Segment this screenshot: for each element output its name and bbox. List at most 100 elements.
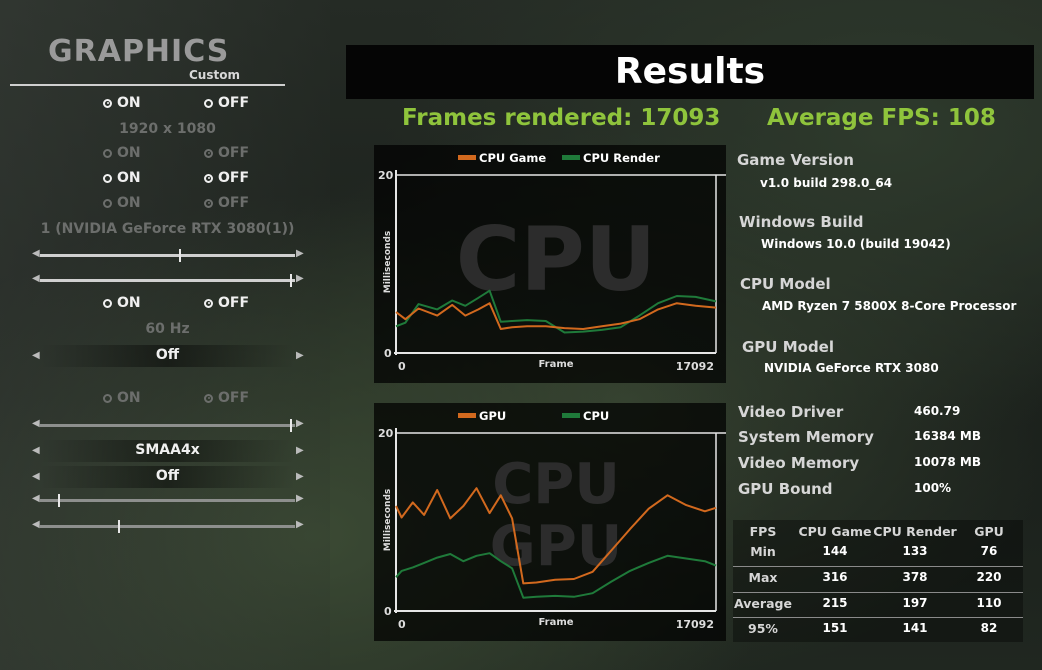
stats-value-cell: 215 <box>822 596 848 610</box>
arrow-left-icon[interactable]: ◀ <box>32 273 40 284</box>
frames-rendered-label: Frames rendered: <box>402 105 633 131</box>
radio-button-icon <box>204 393 213 403</box>
stats-value-cell: 110 <box>976 596 1002 610</box>
arrow-right-icon[interactable]: ▶ <box>296 445 304 456</box>
arrow-left-icon[interactable]: ◀ <box>32 418 40 429</box>
radio-option-off[interactable]: OFF <box>204 195 249 211</box>
arrow-left-icon[interactable]: ◀ <box>32 493 40 504</box>
radio-option-on[interactable]: ON <box>103 390 141 406</box>
radio-option-off[interactable]: OFF <box>204 295 249 311</box>
x-axis-label: Frame <box>538 617 573 628</box>
radio-option-off[interactable]: OFF <box>204 170 249 186</box>
antialiasing-selector-value: SMAA4x <box>135 442 200 458</box>
stats-row-label: Average <box>734 596 792 611</box>
chart-background <box>374 145 726 383</box>
radio-button-icon <box>103 148 112 158</box>
radio-label: OFF <box>218 170 250 186</box>
legend-swatch <box>458 413 476 418</box>
arrow-right-icon[interactable]: ▶ <box>296 493 304 504</box>
slider-track[interactable] <box>40 249 295 262</box>
radio-button-icon <box>204 98 213 108</box>
video-memory-value: 10078 MB <box>914 455 982 469</box>
windows-build-value: Windows 10.0 (build 19042) <box>761 237 951 251</box>
radio-option-off[interactable]: OFF <box>204 145 249 161</box>
legend-swatch <box>458 155 476 160</box>
stats-value-cell: 76 <box>980 544 998 558</box>
radio-button-icon <box>103 173 112 183</box>
slider-handle[interactable] <box>118 520 120 533</box>
arrow-right-icon[interactable]: ▶ <box>296 418 304 429</box>
stats-value-cell: 82 <box>980 621 998 635</box>
radio-option-on[interactable]: ON <box>103 145 141 161</box>
game-version-value: v1.0 build 298.0_64 <box>760 176 893 190</box>
series-line-cpu-render <box>395 289 717 334</box>
stats-row-divider <box>733 617 1023 618</box>
arrow-right-icon[interactable]: ▶ <box>296 519 304 530</box>
slider-track[interactable] <box>40 494 295 507</box>
preset-label: Custom <box>189 68 240 82</box>
radio-option-off[interactable]: OFF <box>204 95 249 111</box>
radio-button-icon <box>204 198 213 208</box>
antialiasing-selector[interactable] <box>40 440 295 462</box>
stats-header-cell: FPS <box>749 524 777 539</box>
radio-button-icon <box>204 298 213 308</box>
slider-track[interactable] <box>40 520 295 533</box>
legend-swatch <box>562 413 580 418</box>
arrow-right-icon[interactable]: ▶ <box>296 471 304 482</box>
radio-button-icon <box>103 393 112 403</box>
chart-watermark: CPU <box>492 452 620 517</box>
series-line-gpu <box>395 487 717 585</box>
slider-track[interactable] <box>40 419 295 432</box>
option-selector-1[interactable] <box>40 345 295 367</box>
x-tick-label: 0 <box>398 360 406 373</box>
slider-handle[interactable] <box>58 494 60 507</box>
resolution-value[interactable]: 1920 x 1080 <box>119 121 216 137</box>
arrow-left-icon[interactable]: ◀ <box>32 350 40 361</box>
average-fps-value: 108 <box>947 105 996 131</box>
radio-setting-row: ON OFF <box>0 195 330 217</box>
stats-row-label: Min <box>750 544 776 559</box>
radio-option-on[interactable]: ON <box>103 95 141 111</box>
stats-value-cell: 220 <box>976 570 1002 584</box>
radio-label: OFF <box>218 390 250 406</box>
refresh-rate-value[interactable]: 60 Hz <box>145 321 190 337</box>
video-memory-label: Video Memory <box>738 454 860 472</box>
radio-setting-row: ON OFF <box>0 95 330 117</box>
radio-setting-row: ON OFF <box>0 295 330 317</box>
system-memory-label: System Memory <box>738 428 874 446</box>
radio-label: ON <box>117 95 141 111</box>
title-divider <box>10 84 285 86</box>
cpu-model-value: AMD Ryzen 7 5800X 8-Core Processor <box>762 299 1017 313</box>
slider-handle[interactable] <box>179 249 181 262</box>
stats-row-label: 95% <box>748 621 778 636</box>
cpu-model-label: CPU Model <box>740 275 831 293</box>
radio-option-on[interactable]: ON <box>103 170 141 186</box>
radio-label: ON <box>117 170 141 186</box>
fps-stats-table: FPS CPU Game CPU Render GPU Min 144 133 76 Max 31… <box>733 520 1023 642</box>
game-version-label: Game Version <box>737 151 854 169</box>
arrow-right-icon[interactable]: ▶ <box>296 273 304 284</box>
slider-track[interactable] <box>40 274 295 287</box>
arrow-left-icon[interactable]: ◀ <box>32 445 40 456</box>
arrow-right-icon[interactable]: ▶ <box>296 350 304 361</box>
y-tick-label: 20 <box>378 427 394 440</box>
radio-label: ON <box>117 295 141 311</box>
slider-handle[interactable] <box>290 274 292 287</box>
option-selector-2[interactable] <box>40 466 295 488</box>
arrow-left-icon[interactable]: ◀ <box>32 248 40 259</box>
gpu-select-value[interactable]: 1 (NVIDIA GeForce RTX 3080(1)) <box>40 221 295 237</box>
radio-setting-row: ON OFF <box>0 170 330 192</box>
stats-header-cell: CPU Render <box>873 524 957 539</box>
arrow-right-icon[interactable]: ▶ <box>296 248 304 259</box>
arrow-left-icon[interactable]: ◀ <box>32 519 40 530</box>
x-tick-label: 17092 <box>676 618 714 631</box>
chart-background <box>374 403 726 641</box>
average-fps-label: Average FPS: <box>767 105 940 131</box>
radio-option-on[interactable]: ON <box>103 195 141 211</box>
slider-handle[interactable] <box>290 419 292 432</box>
arrow-left-icon[interactable]: ◀ <box>32 471 40 482</box>
radio-option-off[interactable]: OFF <box>204 390 249 406</box>
radio-button-icon <box>103 98 112 108</box>
radio-option-on[interactable]: ON <box>103 295 141 311</box>
video-driver-value: 460.79 <box>914 404 961 418</box>
